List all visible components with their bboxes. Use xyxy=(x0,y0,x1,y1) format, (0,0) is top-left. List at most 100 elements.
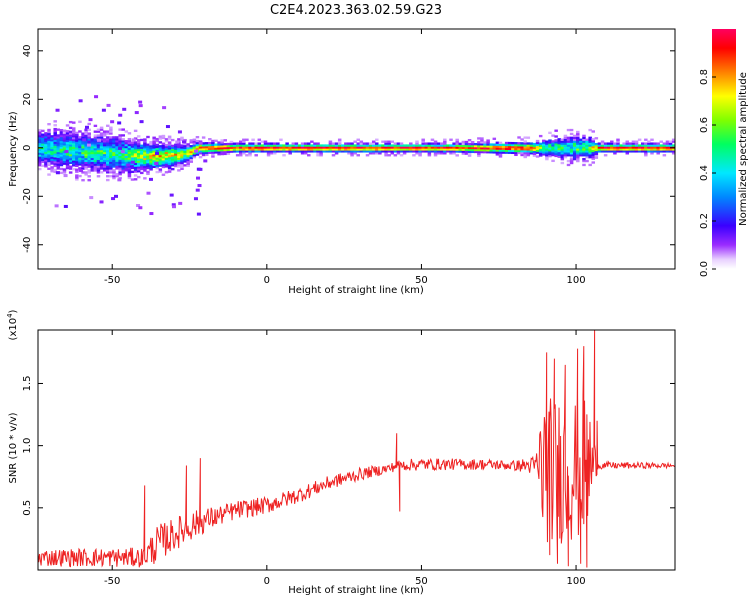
spectrogram-cell xyxy=(72,127,76,130)
spectrogram-cell xyxy=(99,134,104,137)
spectrogram-cell xyxy=(644,154,648,157)
spectrogram-cell xyxy=(368,144,373,147)
spectrogram-cell xyxy=(211,149,215,152)
spectrogram-cell xyxy=(446,150,450,153)
spectrogram-cell xyxy=(622,144,626,147)
spectrogram-cell xyxy=(576,154,580,157)
spectrogram-cell xyxy=(99,142,104,145)
spectrogram-cell xyxy=(53,155,57,158)
spectrogram-cell xyxy=(668,148,673,151)
spectrogram-cell xyxy=(455,144,459,147)
spectrogram-cell xyxy=(50,162,54,165)
spectrogram-cell xyxy=(186,152,190,156)
spectrogram-cell xyxy=(424,148,429,151)
spectrogram-cell xyxy=(433,146,438,149)
spectrogram-cell xyxy=(508,151,512,154)
spectrogram-cell xyxy=(65,124,70,127)
spectrogram-cell xyxy=(140,171,144,175)
spectrogram-cell xyxy=(582,142,586,145)
spectrogram-cell xyxy=(579,138,583,141)
spectrogram-cell xyxy=(375,138,379,141)
spectrogram-cell xyxy=(59,154,64,157)
spectrogram-cell xyxy=(109,142,113,145)
spectrogram-cell xyxy=(38,131,42,134)
spectrogram-speck xyxy=(122,107,127,111)
spectrogram-cell xyxy=(87,161,91,164)
spectrogram-cell xyxy=(585,148,589,151)
spectrogram-cell xyxy=(569,156,574,159)
spectrogram-cell xyxy=(158,152,163,156)
spectrogram-cell xyxy=(501,143,506,147)
spectrogram-cell xyxy=(53,139,57,142)
spectrogram-cell xyxy=(452,142,456,145)
spectrogram-cell xyxy=(566,150,571,153)
spectrogram-cell xyxy=(121,157,125,160)
spectrogram-cell xyxy=(102,153,107,157)
spectrogram-cell xyxy=(124,130,129,133)
spectrogram-cell xyxy=(582,157,586,161)
spectrogram-cell xyxy=(322,146,326,149)
spectrogram-cell xyxy=(121,128,125,131)
spectrogram-cell xyxy=(186,156,190,160)
spectrogram-cell xyxy=(93,124,98,128)
spectrogram-cell xyxy=(72,129,76,132)
spectrogram-cell xyxy=(201,136,206,139)
spectrogram-cell xyxy=(143,157,147,161)
spectrogram-cell xyxy=(217,145,221,148)
spectrogram-cell xyxy=(121,161,125,164)
spectrogram-cell xyxy=(41,158,45,162)
spectrogram-speck xyxy=(126,163,131,167)
spectrogram-cell xyxy=(656,146,660,149)
spectrogram-cell xyxy=(118,157,122,160)
spectrogram-cell xyxy=(223,148,228,152)
spectrogram-cell xyxy=(542,147,546,150)
spectrogram-cell xyxy=(118,173,122,176)
spectrogram-cell xyxy=(310,148,314,151)
spectrogram-cell xyxy=(269,152,274,155)
spectrogram-cell xyxy=(594,137,599,140)
spectrogram-cell xyxy=(650,138,654,141)
spectrogram-speck xyxy=(139,120,144,124)
spectrogram-cell xyxy=(477,150,481,154)
spectrogram-cell xyxy=(557,155,561,158)
spectrogram-cell xyxy=(192,144,197,147)
spectrogram-cell xyxy=(616,140,620,143)
spectrogram-cell xyxy=(72,136,76,140)
spectrogram-cell xyxy=(517,149,521,153)
spectrogram-cell xyxy=(102,145,107,149)
spectrogram-cell xyxy=(84,155,88,159)
spectrogram-cell xyxy=(127,155,132,158)
spectrogram-cell xyxy=(634,150,639,153)
spectrogram-cell xyxy=(38,167,42,171)
spectrogram-cell xyxy=(356,150,360,153)
spectrogram-cell xyxy=(480,143,484,146)
spectrogram-cell xyxy=(415,146,419,149)
spectrogram-cell xyxy=(331,142,336,145)
spectrogram-cell xyxy=(644,138,648,141)
spectrogram-cell xyxy=(545,142,549,145)
spectrogram-cell xyxy=(133,156,138,160)
spectrogram-cell xyxy=(164,155,169,158)
spectrogram-cell xyxy=(235,148,240,151)
spectrogram-cell xyxy=(136,168,141,171)
spectrogram-cell xyxy=(260,146,265,149)
spectrogram-cell xyxy=(576,134,580,138)
spectrogram-cell xyxy=(427,144,432,147)
spectrogram-cell xyxy=(273,142,277,145)
spectrogram-cell xyxy=(204,149,209,153)
spectrogram-cell xyxy=(115,153,119,156)
spectrogram-cell xyxy=(569,144,574,147)
spectrogram-cell xyxy=(198,146,203,149)
spectrogram-cell xyxy=(90,146,95,149)
spectrogram-cell xyxy=(44,149,48,152)
spectrogram-cell xyxy=(439,142,444,145)
spectrogram-cell xyxy=(483,147,487,150)
spectrogram-cell xyxy=(446,144,450,147)
spectrogram-cell xyxy=(560,148,565,151)
spectrogram-cell xyxy=(276,144,280,147)
spectrogram-cell xyxy=(109,126,113,129)
spectrogram-cell xyxy=(102,155,107,159)
spectrogram-cell xyxy=(319,152,323,155)
spectrogram-cell xyxy=(78,147,82,151)
spectrogram-cell xyxy=(211,141,215,145)
